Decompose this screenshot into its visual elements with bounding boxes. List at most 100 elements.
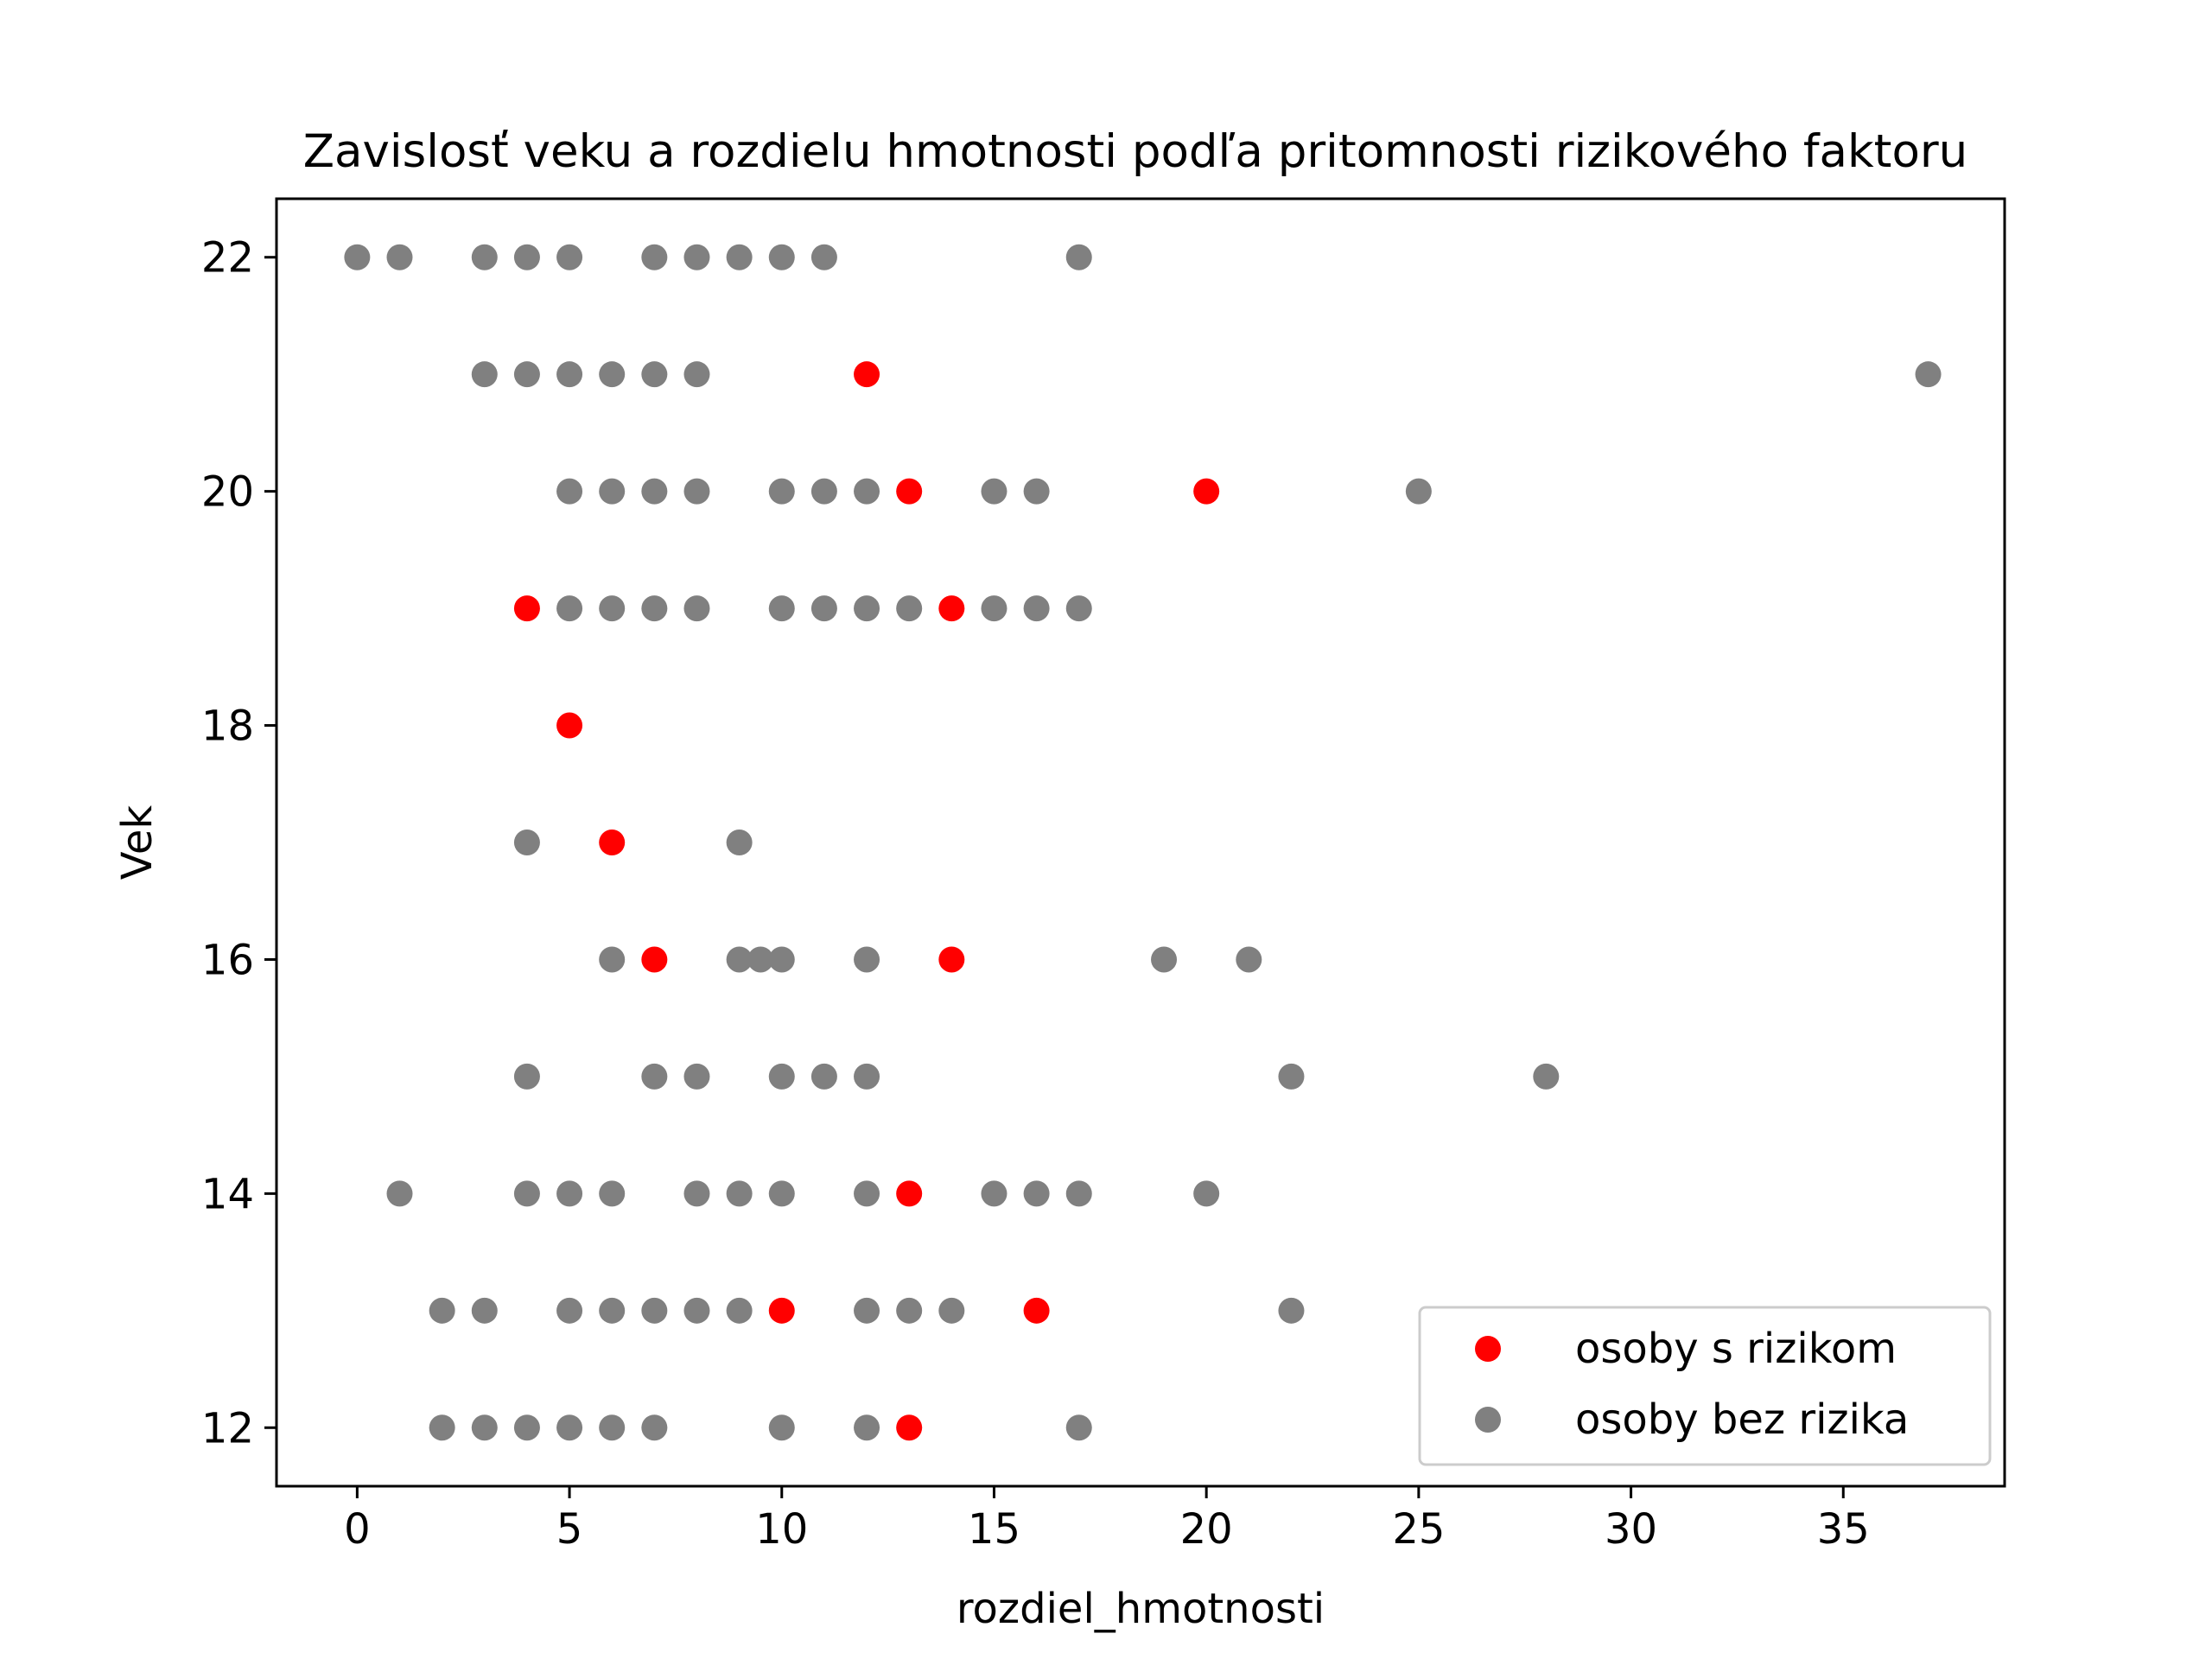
- point-osoby-bez-rizika: [599, 946, 626, 973]
- point-osoby-s-rizikom: [938, 595, 965, 622]
- point-osoby-bez-rizika: [556, 1414, 583, 1441]
- x-tick-label: 30: [1605, 1505, 1657, 1554]
- point-osoby-bez-rizika: [471, 1414, 498, 1441]
- point-osoby-bez-rizika: [599, 595, 626, 622]
- point-osoby-bez-rizika: [556, 361, 583, 388]
- point-osoby-bez-rizika: [641, 595, 668, 622]
- point-osoby-bez-rizika: [599, 1414, 626, 1441]
- point-osoby-bez-rizika: [854, 478, 880, 505]
- point-osoby-bez-rizika: [556, 478, 583, 505]
- point-osoby-bez-rizika: [556, 244, 583, 270]
- point-osoby-bez-rizika: [471, 361, 498, 388]
- point-osoby-bez-rizika: [726, 1180, 753, 1207]
- point-osoby-bez-rizika: [896, 595, 923, 622]
- point-osoby-bez-rizika: [556, 1297, 583, 1324]
- x-tick-label: 35: [1817, 1505, 1870, 1554]
- point-osoby-s-rizikom: [599, 830, 626, 855]
- point-osoby-s-rizikom: [513, 595, 540, 622]
- point-osoby-s-rizikom: [896, 1414, 923, 1441]
- point-osoby-bez-rizika: [683, 595, 710, 622]
- point-osoby-bez-rizika: [1533, 1063, 1560, 1090]
- point-osoby-bez-rizika: [1278, 1063, 1305, 1090]
- point-osoby-bez-rizika: [1236, 946, 1262, 973]
- point-osoby-bez-rizika: [854, 946, 880, 973]
- point-osoby-bez-rizika: [513, 1063, 540, 1090]
- point-osoby-bez-rizika: [1278, 1297, 1305, 1324]
- point-osoby-bez-rizika: [768, 1180, 795, 1207]
- point-osoby-bez-rizika: [1151, 946, 1178, 973]
- point-osoby-bez-rizika: [599, 361, 626, 388]
- point-osoby-bez-rizika: [641, 244, 668, 270]
- plot-area: [275, 197, 2006, 1488]
- point-osoby-s-rizikom: [641, 946, 668, 973]
- y-tick-label: 12: [201, 1404, 254, 1452]
- x-axis-label: rozdiel_hmotnosti: [957, 1585, 1325, 1633]
- point-osoby-bez-rizika: [599, 1297, 626, 1324]
- point-osoby-bez-rizika: [938, 1297, 965, 1324]
- point-osoby-bez-rizika: [1023, 478, 1050, 505]
- point-osoby-bez-rizika: [556, 595, 583, 622]
- point-osoby-bez-rizika: [1023, 1180, 1050, 1207]
- x-axis: 0 5 10 15 20 25 30 35: [344, 1486, 1870, 1554]
- point-osoby-bez-rizika: [896, 1297, 923, 1324]
- y-tick-label: 18: [201, 702, 254, 751]
- point-osoby-s-rizikom: [854, 361, 880, 388]
- point-osoby-s-rizikom: [1193, 478, 1220, 505]
- point-osoby-bez-rizika: [471, 244, 498, 270]
- point-osoby-bez-rizika: [641, 478, 668, 505]
- point-osoby-bez-rizika: [641, 361, 668, 388]
- point-osoby-bez-rizika: [683, 1180, 710, 1207]
- point-osoby-bez-rizika: [683, 1063, 710, 1090]
- chart-title: Zavislosť veku a rozdielu hmotnosti podľ…: [303, 125, 1968, 178]
- y-tick-label: 20: [201, 468, 254, 517]
- point-osoby-bez-rizika: [1915, 361, 1942, 388]
- point-osoby-bez-rizika: [513, 361, 540, 388]
- legend-label-osoby-s-rizikom: osoby s rizikom: [1575, 1325, 1897, 1373]
- y-axis-label: Vek: [113, 805, 162, 880]
- point-osoby-bez-rizika: [981, 595, 1007, 622]
- point-osoby-s-rizikom: [896, 478, 923, 505]
- point-osoby-bez-rizika: [768, 244, 795, 270]
- point-osoby-bez-rizika: [1065, 1180, 1092, 1207]
- x-tick-label: 5: [556, 1505, 583, 1554]
- point-osoby-bez-rizika: [1405, 478, 1432, 505]
- point-osoby-bez-rizika: [386, 244, 413, 270]
- point-osoby-bez-rizika: [344, 244, 371, 270]
- point-osoby-bez-rizika: [726, 244, 753, 270]
- x-tick-label: 10: [755, 1505, 808, 1554]
- point-osoby-s-rizikom: [938, 946, 965, 973]
- point-osoby-bez-rizika: [810, 595, 837, 622]
- point-osoby-bez-rizika: [429, 1297, 455, 1324]
- x-tick-label: 15: [968, 1505, 1020, 1554]
- point-osoby-bez-rizika: [810, 478, 837, 505]
- point-osoby-bez-rizika: [513, 1414, 540, 1441]
- point-osoby-bez-rizika: [1065, 244, 1092, 270]
- point-osoby-bez-rizika: [683, 1297, 710, 1324]
- point-osoby-bez-rizika: [768, 1414, 795, 1441]
- point-osoby-bez-rizika: [1065, 595, 1092, 622]
- point-osoby-bez-rizika: [1065, 1414, 1092, 1441]
- data-points: [344, 244, 1942, 1441]
- point-osoby-bez-rizika: [810, 1063, 837, 1090]
- legend-marker-osoby-s-rizikom: [1475, 1336, 1501, 1362]
- point-osoby-bez-rizika: [854, 595, 880, 622]
- point-osoby-bez-rizika: [768, 1063, 795, 1090]
- point-osoby-bez-rizika: [641, 1063, 668, 1090]
- point-osoby-bez-rizika: [726, 1297, 753, 1324]
- point-osoby-bez-rizika: [854, 1180, 880, 1207]
- point-osoby-bez-rizika: [854, 1297, 880, 1324]
- point-osoby-bez-rizika: [726, 946, 753, 973]
- point-osoby-bez-rizika: [641, 1414, 668, 1441]
- y-tick-label: 16: [201, 936, 254, 984]
- point-osoby-bez-rizika: [768, 946, 795, 973]
- point-osoby-s-rizikom: [556, 712, 583, 739]
- point-osoby-bez-rizika: [683, 478, 710, 505]
- point-osoby-bez-rizika: [599, 478, 626, 505]
- x-tick-label: 0: [344, 1505, 371, 1554]
- point-osoby-bez-rizika: [981, 1180, 1007, 1207]
- y-axis: 12 14 16 18 20 22: [201, 234, 276, 1452]
- point-osoby-bez-rizika: [747, 946, 774, 973]
- point-osoby-bez-rizika: [513, 830, 540, 855]
- point-osoby-bez-rizika: [386, 1180, 413, 1207]
